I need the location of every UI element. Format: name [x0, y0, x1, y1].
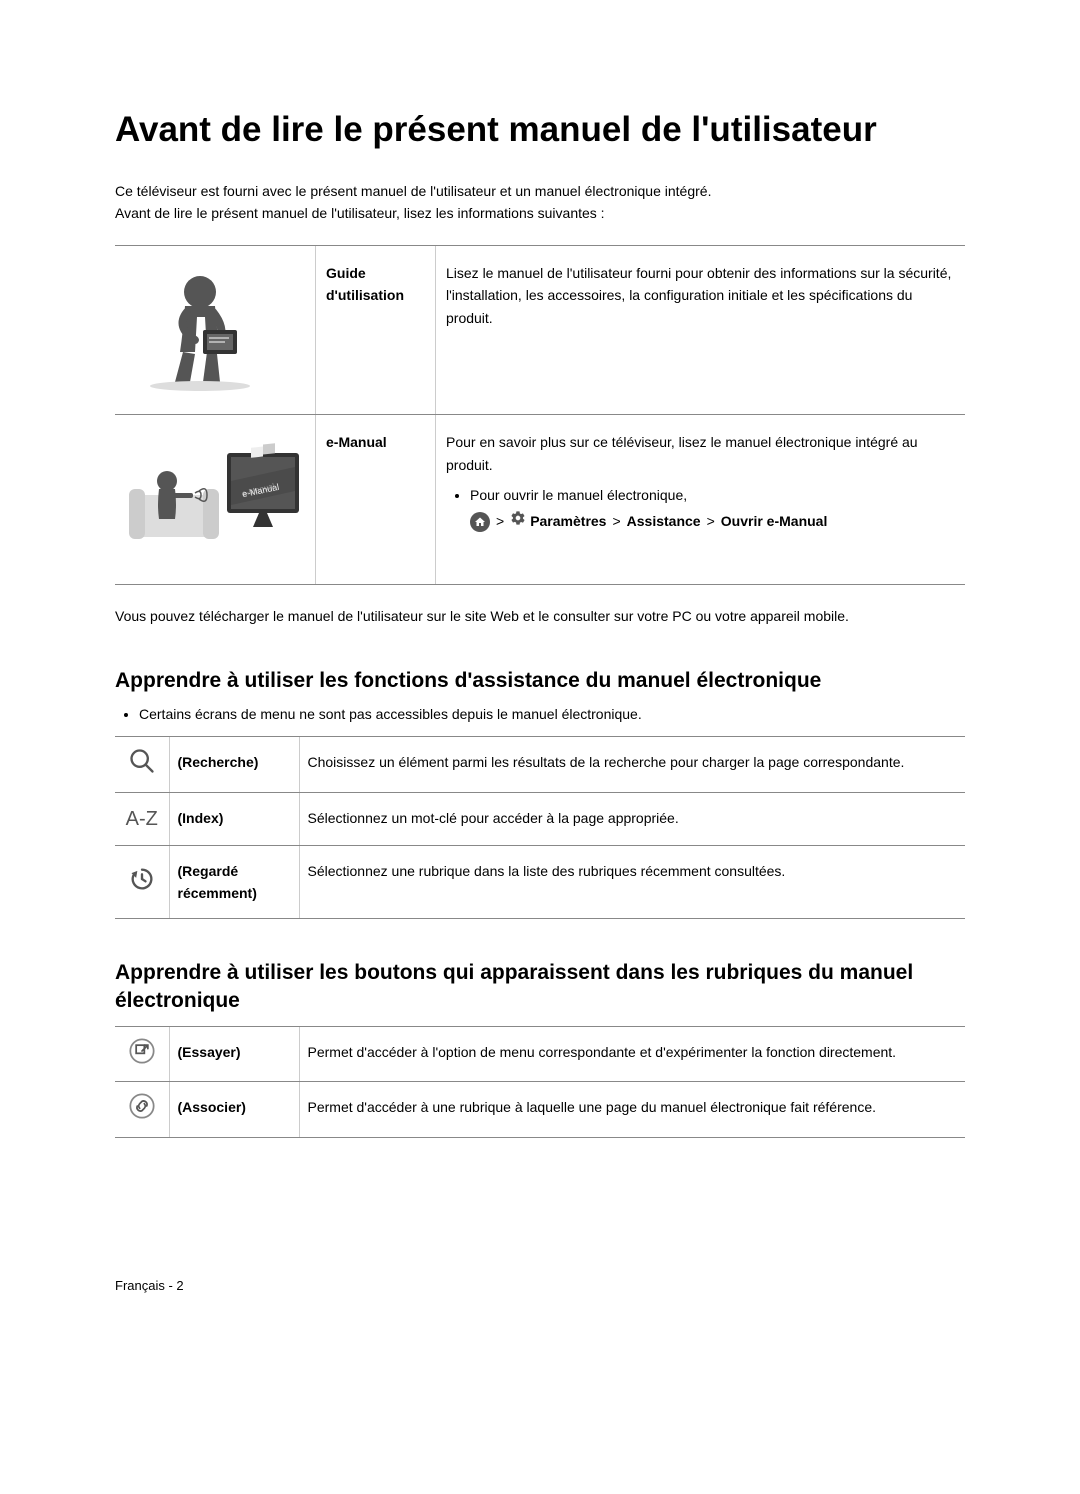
section-heading-assistance: Apprendre à utiliser les fonctions d'ass… [115, 667, 965, 694]
table-row-guide: Guide d'utilisation Lisez le manuel de l… [115, 245, 965, 414]
search-icon-cell [115, 737, 169, 792]
table-row-try: (Essayer) Permet d'accéder à l'option de… [115, 1027, 965, 1082]
emanual-illustration-cell: e-Manual e-Manual [115, 415, 316, 584]
search-label: (Recherche) [169, 737, 299, 792]
download-note: Vous pouvez télécharger le manuel de l'u… [115, 605, 965, 627]
table-row-emanual: e-Manual e-Manual e-Manual Pour en savoi… [115, 415, 965, 584]
intro-line-2: Avant de lire le présent manuel de l'uti… [115, 205, 605, 221]
page-footer: Français - 2 [115, 1278, 965, 1293]
recent-description: Sélectionnez une rubrique dans la liste … [299, 845, 965, 919]
section-heading-buttons: Apprendre à utiliser les boutons qui app… [115, 959, 965, 1014]
settings-icon [510, 510, 526, 532]
path-separator: > [612, 510, 620, 532]
az-icon: A-Z [126, 808, 158, 830]
manual-types-table: Guide d'utilisation Lisez le manuel de l… [115, 245, 965, 585]
search-description: Choisissez un élément parmi les résultat… [299, 737, 965, 792]
try-label: (Essayer) [169, 1027, 299, 1082]
path-parametres: Paramètres [530, 510, 606, 532]
recent-label: (Regardé récemment) [169, 845, 299, 919]
table-row-link: (Associer) Permet d'accéder à une rubriq… [115, 1082, 965, 1137]
emanual-label: e-Manual [316, 415, 436, 584]
intro-line-1: Ce téléviseur est fourni avec le présent… [115, 183, 711, 199]
emanual-open-bullet: Pour ouvrir le manuel électronique, > Pa… [470, 484, 955, 533]
index-description: Sélectionnez un mot-clé pour accéder à l… [299, 792, 965, 845]
assistance-functions-table: (Recherche) Choisissez un élément parmi … [115, 736, 965, 919]
tv-emanual-illustration: e-Manual e-Manual [125, 431, 305, 561]
table-row-search: (Recherche) Choisissez un élément parmi … [115, 737, 965, 792]
table-row-recent: (Regardé récemment) Sélectionnez une rub… [115, 845, 965, 919]
emanual-description: Pour en savoir plus sur ce téléviseur, l… [446, 434, 918, 472]
path-separator: > [496, 510, 504, 532]
guide-description: Lisez le manuel de l'utilisateur fourni … [436, 245, 966, 414]
link-description: Permet d'accéder à une rubrique à laquel… [299, 1082, 965, 1137]
path-assistance: Assistance [627, 510, 701, 532]
path-separator: > [707, 510, 715, 532]
guide-label: Guide d'utilisation [316, 245, 436, 414]
try-icon-cell [115, 1027, 169, 1082]
guide-illustration-cell [115, 245, 316, 414]
emanual-menu-path: > Paramètres > Assistance > Ouvrir e-Man… [470, 510, 955, 532]
link-icon-cell [115, 1082, 169, 1137]
index-label: (Index) [169, 792, 299, 845]
table-row-index: A-Z (Index) Sélectionnez un mot-clé pour… [115, 792, 965, 845]
page-title: Avant de lire le présent manuel de l'uti… [115, 110, 965, 150]
search-icon [128, 747, 156, 775]
history-icon [128, 865, 156, 893]
emanual-bullet-text: Pour ouvrir le manuel électronique, [470, 487, 687, 503]
home-icon [470, 512, 490, 532]
emanual-buttons-table: (Essayer) Permet d'accéder à l'option de… [115, 1026, 965, 1138]
reading-person-illustration [125, 262, 305, 392]
link-label: (Associer) [169, 1082, 299, 1137]
try-icon [128, 1037, 156, 1065]
link-icon [128, 1092, 156, 1120]
section1-note: Certains écrans de menu ne sont pas acce… [139, 706, 965, 722]
path-ouvrir: Ouvrir e-Manual [721, 510, 828, 532]
intro-paragraph: Ce téléviseur est fourni avec le présent… [115, 180, 965, 225]
recent-icon-cell [115, 845, 169, 919]
emanual-description-cell: Pour en savoir plus sur ce téléviseur, l… [436, 415, 966, 584]
try-description: Permet d'accéder à l'option de menu corr… [299, 1027, 965, 1082]
index-icon-cell: A-Z [115, 792, 169, 845]
